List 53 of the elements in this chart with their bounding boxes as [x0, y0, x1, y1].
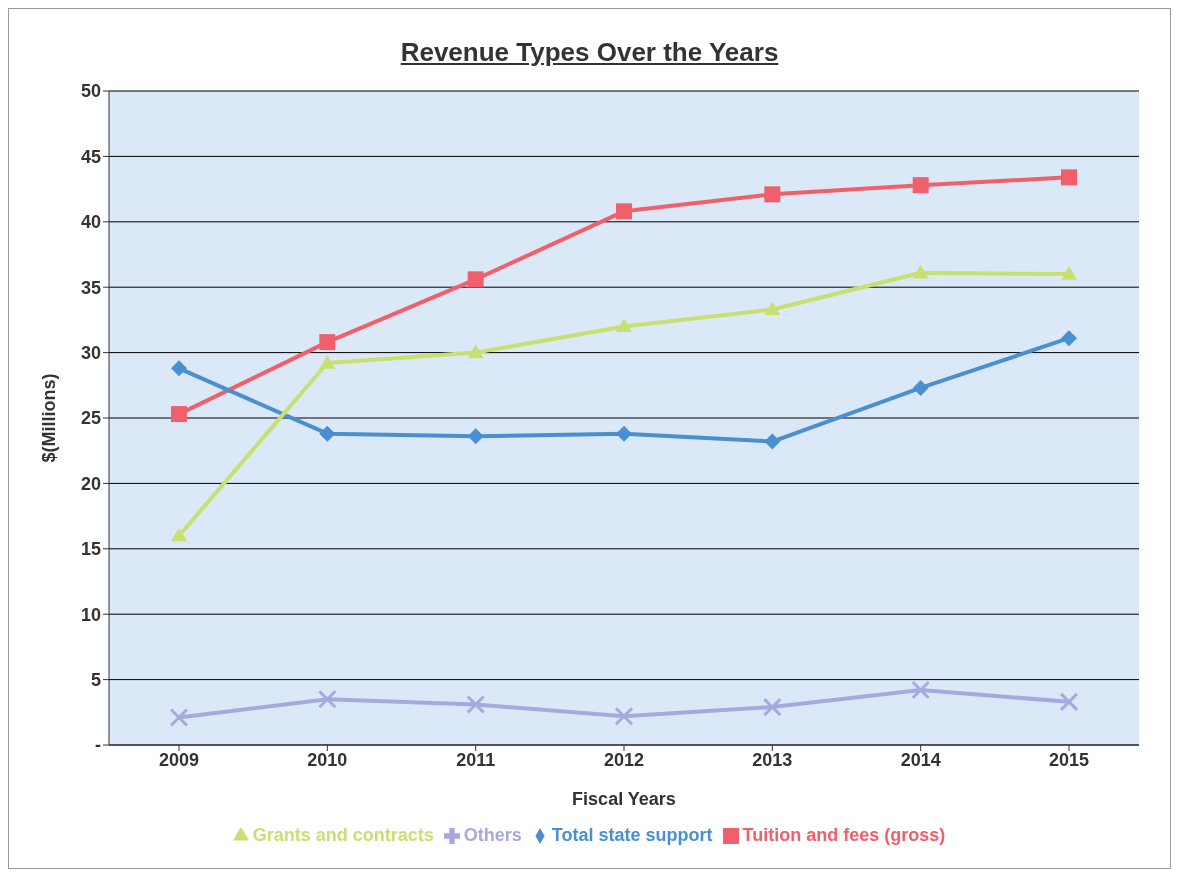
y-tick-label: 25 — [80, 408, 101, 429]
y-tick-label: 45 — [80, 146, 101, 167]
point — [467, 271, 484, 288]
point — [762, 697, 782, 717]
point — [764, 186, 781, 203]
point — [616, 203, 632, 220]
legend-label: Tuition and fees (gross) — [742, 825, 946, 845]
point — [319, 334, 336, 351]
y-tick-label: 30 — [80, 342, 101, 363]
y-tick-label: 5 — [90, 669, 101, 690]
y-axis-title: $(Millions) — [39, 373, 60, 463]
point — [171, 527, 187, 542]
point — [1059, 692, 1079, 712]
x-tick-label: 2011 — [456, 749, 496, 770]
x-tick-label: 2010 — [307, 749, 348, 770]
y-tick-label: 50 — [80, 81, 101, 102]
point — [616, 425, 632, 442]
x-tick-label: 2012 — [603, 749, 645, 770]
y-tick-label: 10 — [80, 604, 101, 625]
point — [912, 264, 929, 279]
point — [171, 360, 187, 377]
point — [317, 689, 337, 709]
point — [764, 433, 781, 450]
point — [467, 428, 484, 445]
y-tick-label: 35 — [80, 277, 101, 298]
x-tick-label: 2009 — [158, 749, 200, 770]
legend-label: Total state support — [551, 825, 713, 845]
point — [614, 706, 634, 726]
point — [467, 344, 484, 359]
x-axis-title: Fiscal Years — [572, 789, 676, 809]
point — [319, 425, 336, 442]
point — [171, 406, 187, 423]
point — [169, 708, 189, 728]
point — [1061, 169, 1077, 186]
y-tick-label: 20 — [80, 473, 101, 494]
x-tick-label: 2015 — [1048, 749, 1090, 770]
point — [911, 680, 931, 700]
x-tick-label: 2014 — [900, 749, 941, 770]
y-tick-label: - — [95, 735, 101, 756]
legend-label: Grants and contracts — [252, 825, 434, 845]
legend-label: Others — [463, 825, 522, 845]
point — [616, 318, 632, 333]
point — [466, 694, 486, 714]
point — [1061, 266, 1077, 280]
x-tick-label: 2013 — [752, 749, 793, 770]
point — [912, 379, 929, 396]
chart-title: Revenue Types Over the Years — [399, 36, 780, 69]
point — [912, 177, 929, 194]
point — [1061, 330, 1077, 347]
y-tick-label: 15 — [80, 539, 101, 560]
point — [319, 355, 336, 369]
y-tick-label: 40 — [80, 212, 101, 233]
point — [764, 301, 781, 316]
